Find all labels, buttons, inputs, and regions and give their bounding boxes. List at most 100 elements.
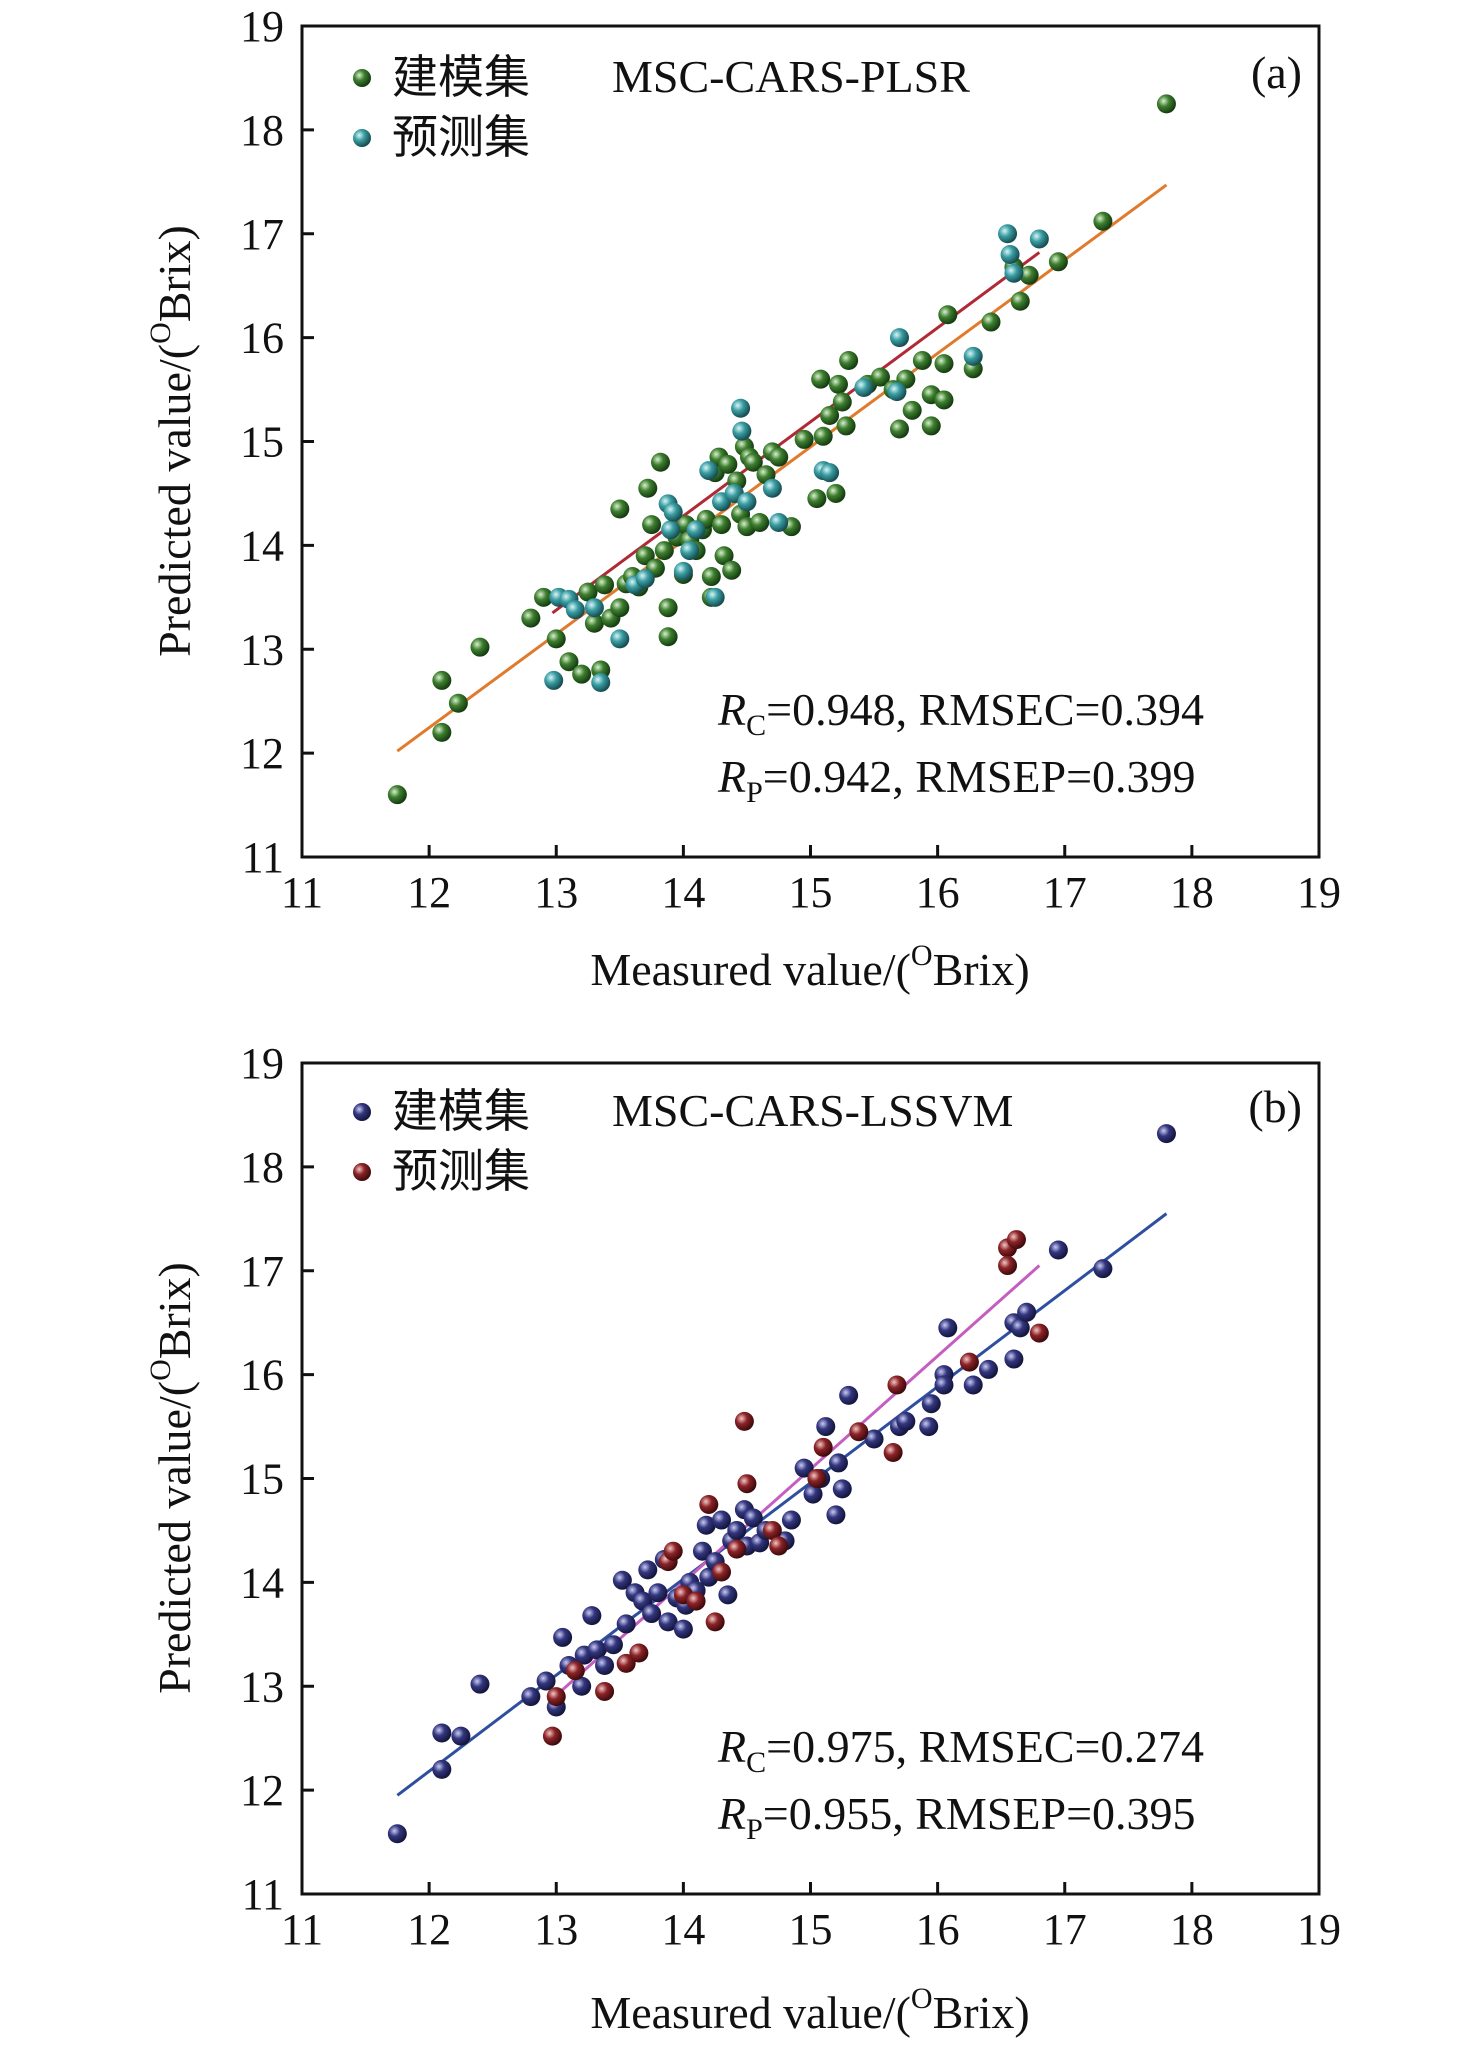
calibration-point [1093,1259,1113,1279]
calibration-point [864,1429,884,1449]
calibration-point [701,567,721,587]
calibration-point [828,374,848,394]
prediction-fit-line [551,1264,1041,1700]
calibration-point [1093,211,1113,231]
calibration-point [638,1560,658,1580]
calibration-point [1156,94,1176,114]
x-tick-label: 15 [789,1905,833,1954]
calibration-point [743,452,763,472]
prediction-point [737,1474,757,1494]
calibration-point [638,478,658,498]
calibration-point [536,1671,556,1691]
calibration-point [648,1583,668,1603]
calibration-point [714,546,734,566]
calibration-point [432,670,452,690]
prediction-point [734,1411,754,1431]
calibration-point [610,598,630,618]
prediction-point [737,492,757,512]
y-tick-label: 12 [240,1766,284,1815]
prediction-point [769,513,789,533]
prediction-point [584,598,604,618]
calibration-point [696,1515,716,1535]
legend: 建模集 预测集 [353,50,530,164]
prediction-point [1000,245,1020,265]
x-tick-label: 15 [789,868,833,917]
calibration-point [584,613,604,633]
model-label: MSC-CARS-PLSR [612,51,970,102]
calibration-point [658,598,678,618]
calibration-point [921,1394,941,1414]
panel-a: 11 12 13 14 15 16 17 18 19 11 12 13 14 15 16 17 18 19 建模集… [144,2,1341,995]
x-tick-label: 17 [1043,868,1087,917]
stat-line-prediction: RP=0.942, RMSEP=0.399 [717,751,1196,809]
calibration-point [387,785,407,805]
x-tick-label: 13 [534,1905,578,1954]
data-points [387,94,1176,805]
x-tick-label: 14 [661,1905,705,1954]
x-tick-label: 11 [281,1905,323,1954]
prediction-point [712,1562,732,1582]
calibration-point [658,1612,678,1632]
prediction-point [686,1591,706,1611]
prediction-point [889,328,909,348]
calibration-point [650,452,670,472]
prediction-point [849,1422,869,1442]
prediction-point [673,561,693,581]
calibration-point [1019,265,1039,285]
y-tick-label: 13 [240,625,284,674]
prediction-point [610,629,630,649]
prediction-point [544,670,564,690]
calibration-point [1010,1318,1030,1338]
calibration-point [803,1484,823,1504]
y-axis-title: Predicted value/(OBrix) [144,225,200,657]
prediction-point [661,520,681,540]
fit-lines [396,1212,1168,1797]
prediction-point [629,1643,649,1663]
calibration-point [1048,1240,1068,1260]
calibration-point [432,722,452,742]
calibration-point [595,575,615,595]
calibration-point [546,629,566,649]
calibration-point [934,1375,954,1395]
calibration-point [826,483,846,503]
calibration-point [572,664,592,684]
calibration-point [750,513,770,533]
prediction-point [820,463,840,483]
calibration-point [572,1676,592,1696]
calibration-point [919,1417,939,1437]
calibration-point [578,582,598,602]
calibration-point [813,426,833,446]
calibration-point [828,1453,848,1473]
prediction-fit-line [551,251,1041,615]
calibration-point [658,627,678,647]
x-tick-label: 13 [534,868,578,917]
legend-marker-prediction [353,1163,371,1181]
calibration-point [718,1585,738,1605]
prediction-point [542,1726,562,1746]
prediction-point [883,1443,903,1463]
axis-ticks: 11 12 13 14 15 16 17 18 19 11 12 13 14 15 16 17 18 19 [240,2,1341,917]
prediction-point [998,1256,1018,1276]
calibration-point [896,1411,916,1431]
prediction-point [807,1469,827,1488]
prediction-point [565,1661,585,1681]
legend: 建模集 预测集 [353,1084,530,1198]
y-tick-label: 15 [240,1455,284,1504]
prediction-point [705,587,725,607]
calibration-point [722,560,742,580]
y-tick-label: 19 [240,1039,284,1088]
data-points [387,1124,1176,1844]
prediction-point [546,1687,566,1707]
calibration-point [832,1479,852,1499]
calibration-point [1156,1124,1176,1144]
calibration-point [603,1635,623,1655]
prediction-point [705,1612,725,1632]
calibration-point [811,369,831,389]
panel-b: 11 12 13 14 15 16 17 18 19 11 12 13 14 15 16 17 18 19 建模集… [144,1039,1341,2038]
x-tick-label: 18 [1170,868,1214,917]
prediction-point [727,1539,747,1559]
prediction-point [762,478,782,498]
prediction-point [1006,1230,1026,1250]
calibration-point [832,392,852,412]
